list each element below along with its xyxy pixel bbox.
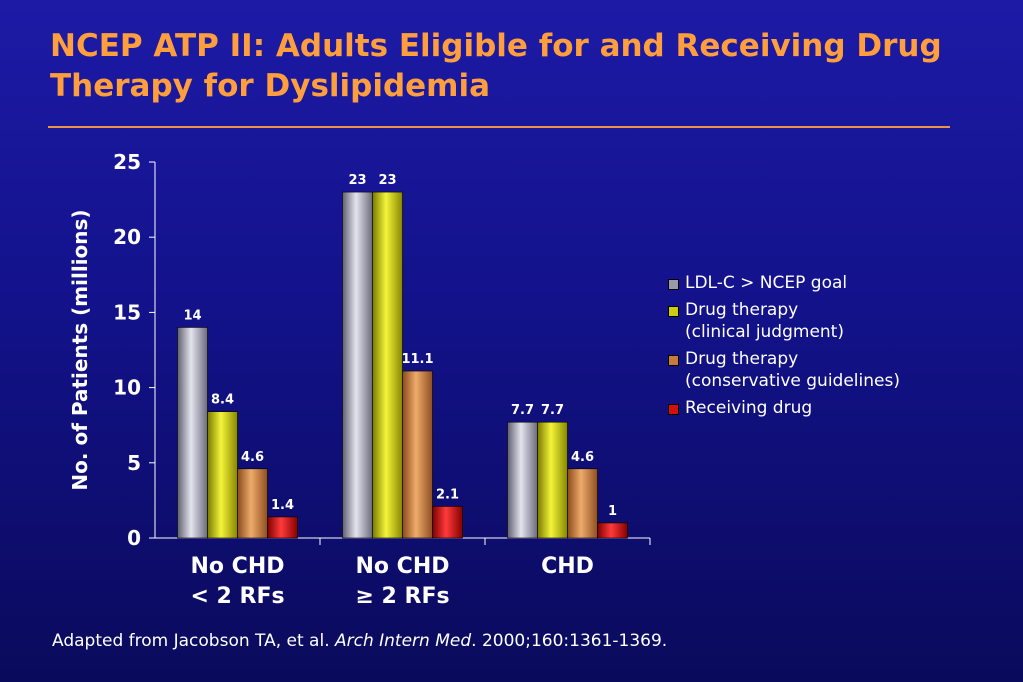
slide-title: NCEP ATP II: Adults Eligible for and Rec… bbox=[50, 28, 942, 104]
legend-item-ldl: LDL-C > NCEP goal bbox=[668, 272, 900, 294]
bar-value-label: 23 bbox=[348, 173, 366, 188]
bar-value-label: 4.6 bbox=[241, 450, 264, 465]
title-divider bbox=[48, 126, 950, 128]
bar-value-label: 2.1 bbox=[436, 487, 459, 502]
source-citation: Adapted from Jacobson TA, et al. Arch In… bbox=[52, 631, 667, 651]
bar bbox=[507, 421, 538, 539]
chart-legend: LDL-C > NCEP goal Drug therapy (clinical… bbox=[668, 272, 900, 424]
x-category-label: No CHD bbox=[190, 554, 284, 579]
bar bbox=[177, 327, 208, 539]
bar bbox=[432, 506, 463, 539]
bar-value-label: 4.6 bbox=[571, 450, 594, 465]
y-axis-label: No. of Patients (millions) bbox=[68, 209, 92, 490]
bar bbox=[207, 411, 238, 539]
legend-item-clinical: Drug therapy (clinical judgment) bbox=[668, 299, 900, 343]
citation-authors: Adapted from Jacobson TA, et al. bbox=[52, 631, 335, 651]
bar-value-label: 1.4 bbox=[271, 498, 294, 513]
bar-value-label: 11.1 bbox=[401, 352, 433, 367]
chart-axes: 0 5 10 15 20 25 No. of Patients (millions) No C… bbox=[68, 150, 651, 609]
legend-label-ldl: LDL-C > NCEP goal bbox=[685, 273, 848, 293]
y-tick-label: 20 bbox=[113, 225, 141, 249]
bar bbox=[537, 421, 568, 539]
legend-item-conservative: Drug therapy (conservative guidelines) bbox=[668, 348, 900, 392]
x-category-label: < 2 RFs bbox=[190, 584, 284, 609]
y-tick-label: 0 bbox=[127, 526, 141, 550]
y-tick-label: 10 bbox=[113, 376, 141, 400]
legend-label-clinical: Drug therapy (clinical judgment) bbox=[685, 300, 844, 342]
x-category-label: CHD bbox=[541, 554, 594, 579]
bar bbox=[402, 370, 433, 539]
chart-labels: 14 8.4 4.6 1.4 23 23 11.1 2.1 7.7 7.7 4.6 1 bbox=[183, 173, 617, 519]
legend-swatch-receiving bbox=[668, 404, 679, 415]
citation-details: . 2000;160:1361-1369. bbox=[471, 631, 668, 651]
chart-bars bbox=[177, 191, 628, 539]
x-category-label: No CHD bbox=[355, 554, 449, 579]
bar bbox=[267, 516, 298, 539]
bar bbox=[567, 468, 598, 539]
legend-swatch-conservative bbox=[668, 355, 679, 366]
legend-item-receiving: Receiving drug bbox=[668, 397, 900, 419]
y-tick-label: 5 bbox=[127, 451, 141, 475]
bar bbox=[597, 522, 628, 539]
bar bbox=[237, 468, 268, 539]
citation-journal: Arch Intern Med bbox=[335, 631, 472, 651]
legend-swatch-ldl bbox=[668, 279, 679, 290]
bar-value-label: 1 bbox=[608, 504, 617, 519]
y-tick-label: 25 bbox=[113, 150, 141, 174]
x-category-label: ≥ 2 RFs bbox=[355, 584, 449, 609]
legend-label-receiving: Receiving drug bbox=[685, 398, 813, 418]
bar-value-label: 14 bbox=[183, 308, 201, 323]
bar bbox=[372, 191, 403, 539]
bar-value-label: 7.7 bbox=[541, 403, 564, 418]
bar-value-label: 7.7 bbox=[511, 403, 534, 418]
legend-label-conservative: Drug therapy (conservative guidelines) bbox=[685, 349, 900, 391]
y-tick-label: 15 bbox=[113, 300, 141, 324]
bar-value-label: 23 bbox=[378, 173, 396, 188]
legend-swatch-clinical bbox=[668, 306, 679, 317]
bar bbox=[342, 191, 373, 539]
bar-value-label: 8.4 bbox=[211, 393, 234, 408]
